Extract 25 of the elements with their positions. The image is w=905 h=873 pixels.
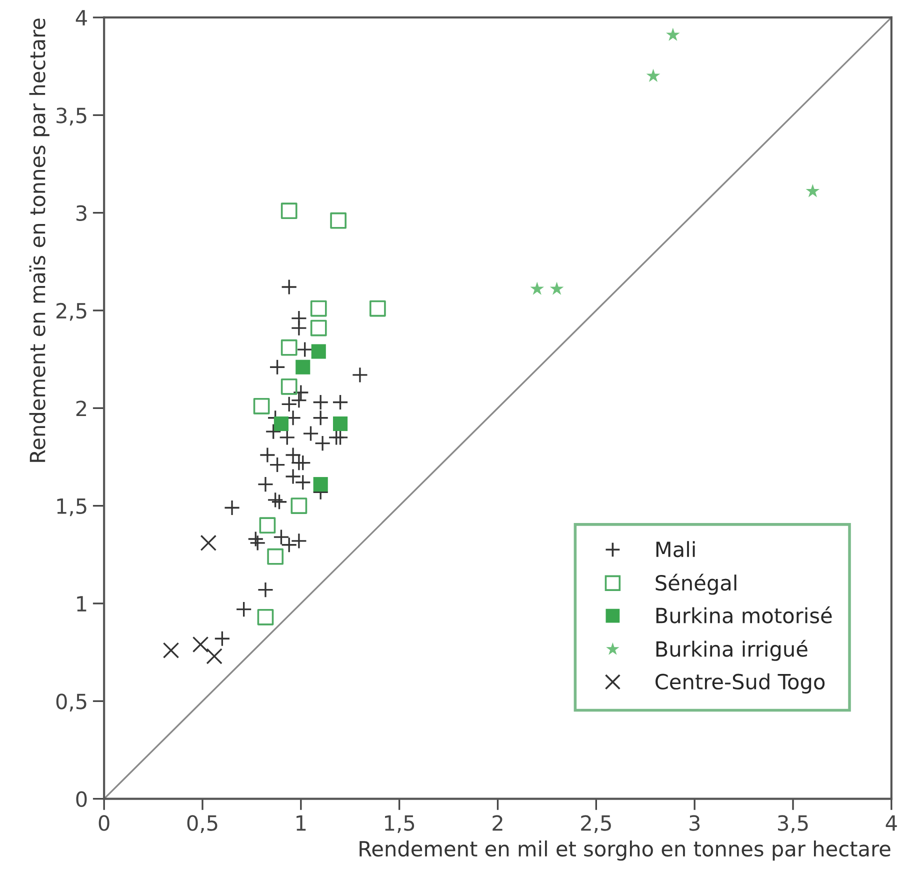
legend-label: Centre-Sud Togo (656, 673, 825, 694)
y-tick-label: 2,5 (56, 302, 86, 321)
legend-label: Sénégal (656, 574, 736, 595)
x-axis-title: Rendement en mil et sorgho en tonnes par hectare (360, 840, 890, 861)
y-tick-label: 0,5 (56, 694, 86, 712)
x-tick-label: 1 (296, 815, 306, 831)
legend-label: Burkina irrigué (656, 640, 808, 661)
y-tick-label: 3,5 (56, 108, 86, 126)
y-tick-label: 1,5 (57, 498, 86, 516)
x-tick-label: 0,5 (187, 815, 218, 834)
y-tick-label: 0 (76, 791, 87, 808)
legend-label: Mali (656, 541, 695, 558)
x-tick-label: 4 (886, 815, 897, 831)
y-tick-label: 1 (77, 596, 86, 612)
x-tick-label: 3 (690, 815, 700, 831)
y-tick-label: 4 (76, 10, 87, 26)
x-tick-label: 2,5 (581, 815, 611, 834)
y-tick-label: 3 (76, 205, 86, 222)
legend-label: Burkina motorisé (656, 606, 832, 624)
y-tick-label: 2 (76, 400, 86, 416)
x-tick-label: 2 (492, 815, 502, 831)
x-tick-label: 3,5 (778, 815, 808, 834)
y-axis-title: Rendement en maïs en tonnes par hectare (29, 18, 50, 462)
x-tick-label: 1,5 (385, 815, 414, 834)
x-tick-label: 0 (98, 815, 110, 831)
